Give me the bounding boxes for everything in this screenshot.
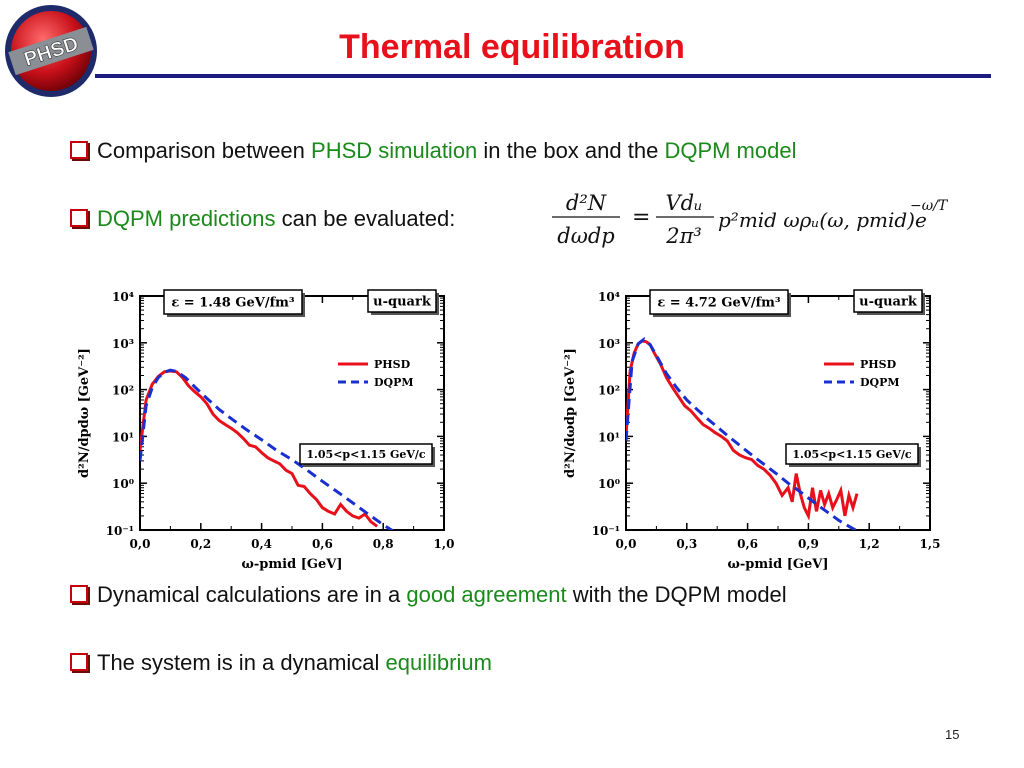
y-tick-label: 10³ bbox=[112, 337, 134, 351]
bullet-text-part: in the box and the bbox=[477, 138, 665, 163]
y-tick-label: 10⁰ bbox=[112, 477, 134, 491]
phsd-logo: PHSD bbox=[2, 2, 100, 100]
x-axis-label: ω-pmid [GeV] bbox=[728, 557, 829, 572]
y-axis-label: d²N/dpdω [GeV⁻²] bbox=[77, 348, 92, 478]
x-tick-label: 0,3 bbox=[676, 537, 697, 551]
bullet-checkbox-icon bbox=[70, 141, 88, 159]
momentum-label: 1.05<p<1.15 GeV/c bbox=[306, 448, 425, 461]
bullet-text-part: Dynamical calculations are in a bbox=[97, 582, 407, 607]
y-tick-label: 10⁻¹ bbox=[592, 524, 620, 538]
y-tick-label: 10⁻¹ bbox=[106, 524, 134, 538]
bullet-text-part: Comparison between bbox=[97, 138, 312, 163]
energy-label-box bbox=[163, 289, 303, 315]
bullet-text-part: equilibrium bbox=[385, 650, 492, 675]
y-tick-label: 10² bbox=[112, 384, 134, 398]
legend-phsd-label: PHSD bbox=[860, 358, 897, 371]
particle-label-box bbox=[853, 289, 923, 313]
y-tick-label: 10³ bbox=[598, 337, 620, 351]
bullet-4: The system is in a dynamical equilibrium bbox=[70, 650, 492, 676]
x-tick-label: 0,0 bbox=[616, 537, 637, 551]
bullet-checkbox-icon bbox=[70, 653, 88, 671]
chart-left-svg: 10⁻¹ 10⁰ 10¹ 10² 10³ 10⁴ 0,0 0,2 0,4 0,6 0,8 1,0 ω-p… bbox=[77, 289, 455, 572]
y-axis-label: d²N/dωdp [GeV⁻²] bbox=[563, 348, 578, 478]
y-tick-label: 10⁰ bbox=[598, 477, 620, 491]
slide-title: Thermal equilibration bbox=[339, 28, 685, 66]
bullet-text-part: The system is in a dynamical bbox=[97, 650, 386, 675]
y-tick-label: 10² bbox=[598, 384, 620, 398]
plot-frame bbox=[139, 295, 445, 531]
dqpm-formula: d²N dωdp = Vdᵤ 2π³ p²mid ωρᵤ(ω, pmid)e −… bbox=[548, 188, 968, 258]
formula-lhs-den: dωdp bbox=[557, 224, 614, 248]
x-axis-label: ω-pmid [GeV] bbox=[242, 557, 343, 572]
dqpm-series-line bbox=[626, 337, 859, 530]
legend-dqpm-label: DQPM bbox=[374, 376, 414, 389]
x-tick-label: 0,6 bbox=[737, 537, 758, 551]
dqpm-series-line bbox=[140, 368, 395, 530]
formula-rhs-rest: p²mid ωρᵤ(ω, pmid)e bbox=[718, 208, 927, 232]
bullet-text-part: with the DQPM model bbox=[566, 582, 787, 607]
x-tick-label: 0,4 bbox=[251, 537, 272, 551]
x-tick-label: 1,5 bbox=[920, 537, 941, 551]
energy-label-box bbox=[649, 289, 789, 315]
x-tick-label: 0,0 bbox=[130, 537, 151, 551]
chart-right: 10⁻¹ 10⁰ 10¹ 10² 10³ 10⁴ 0,0 0,3 0,6 0,9 1,2 1,5 ω-p… bbox=[556, 278, 956, 585]
bullet-text-part: can be evaluated: bbox=[275, 206, 456, 231]
title-rule bbox=[95, 74, 991, 78]
particle-label-box bbox=[367, 289, 437, 313]
bullet-text-part: PHSD simulation bbox=[311, 138, 478, 163]
legend-phsd-label: PHSD bbox=[374, 358, 411, 371]
formula-eq: = bbox=[632, 205, 650, 230]
momentum-label-box bbox=[785, 443, 919, 465]
y-tick-label: 10⁴ bbox=[598, 290, 620, 304]
bullet-text-part: DQPM model bbox=[664, 138, 797, 163]
energy-label: ε = 4.72 GeV/fm³ bbox=[657, 296, 781, 311]
bullet-checkbox-icon bbox=[70, 209, 88, 227]
bullet-2: DQPM predictions can be evaluated: bbox=[70, 206, 455, 232]
chart-left: 10⁻¹ 10⁰ 10¹ 10² 10³ 10⁴ 0,0 0,2 0,4 0,6 0,8 1,0 ω-p… bbox=[70, 278, 470, 585]
legend-dqpm-label: DQPM bbox=[860, 376, 900, 389]
x-tick-label: 1,0 bbox=[434, 537, 455, 551]
momentum-label: 1.05<p<1.15 GeV/c bbox=[792, 448, 911, 461]
formula-rhs-num: Vdᵤ bbox=[666, 191, 703, 215]
plot-frame bbox=[625, 295, 931, 531]
y-tick-label: 10¹ bbox=[598, 430, 620, 444]
particle-label: u-quark bbox=[373, 295, 432, 310]
phsd-series-line bbox=[626, 339, 859, 521]
x-tick-label: 0,2 bbox=[190, 537, 211, 551]
y-tick-label: 10⁴ bbox=[112, 290, 134, 304]
x-tick-label: 0,6 bbox=[312, 537, 333, 551]
energy-label: ε = 1.48 GeV/fm³ bbox=[171, 296, 295, 311]
x-tick-label: 0,9 bbox=[798, 537, 819, 551]
momentum-label-box bbox=[299, 443, 433, 465]
page-number: 15 bbox=[945, 727, 960, 742]
x-tick-label: 0,8 bbox=[373, 537, 394, 551]
formula-rhs-den: 2π³ bbox=[665, 224, 702, 248]
bullet-checkbox-icon bbox=[70, 585, 88, 603]
bullet-1: Comparison between PHSD simulation in th… bbox=[70, 138, 796, 164]
y-tick-label: 10¹ bbox=[112, 430, 134, 444]
formula-exponent: −ω/T bbox=[910, 198, 949, 214]
chart-right-svg: 10⁻¹ 10⁰ 10¹ 10² 10³ 10⁴ 0,0 0,3 0,6 0,9 1,2 1,5 ω-p… bbox=[563, 289, 941, 572]
particle-label: u-quark bbox=[859, 295, 918, 310]
bullet-3: Dynamical calculations are in a good agr… bbox=[70, 582, 787, 608]
phsd-series-line bbox=[140, 369, 378, 528]
x-tick-label: 1,2 bbox=[859, 537, 880, 551]
formula-lhs-num: d²N bbox=[566, 191, 607, 215]
bullet-text-part: DQPM predictions bbox=[97, 206, 276, 231]
bullet-text-part: good agreement bbox=[406, 582, 567, 607]
